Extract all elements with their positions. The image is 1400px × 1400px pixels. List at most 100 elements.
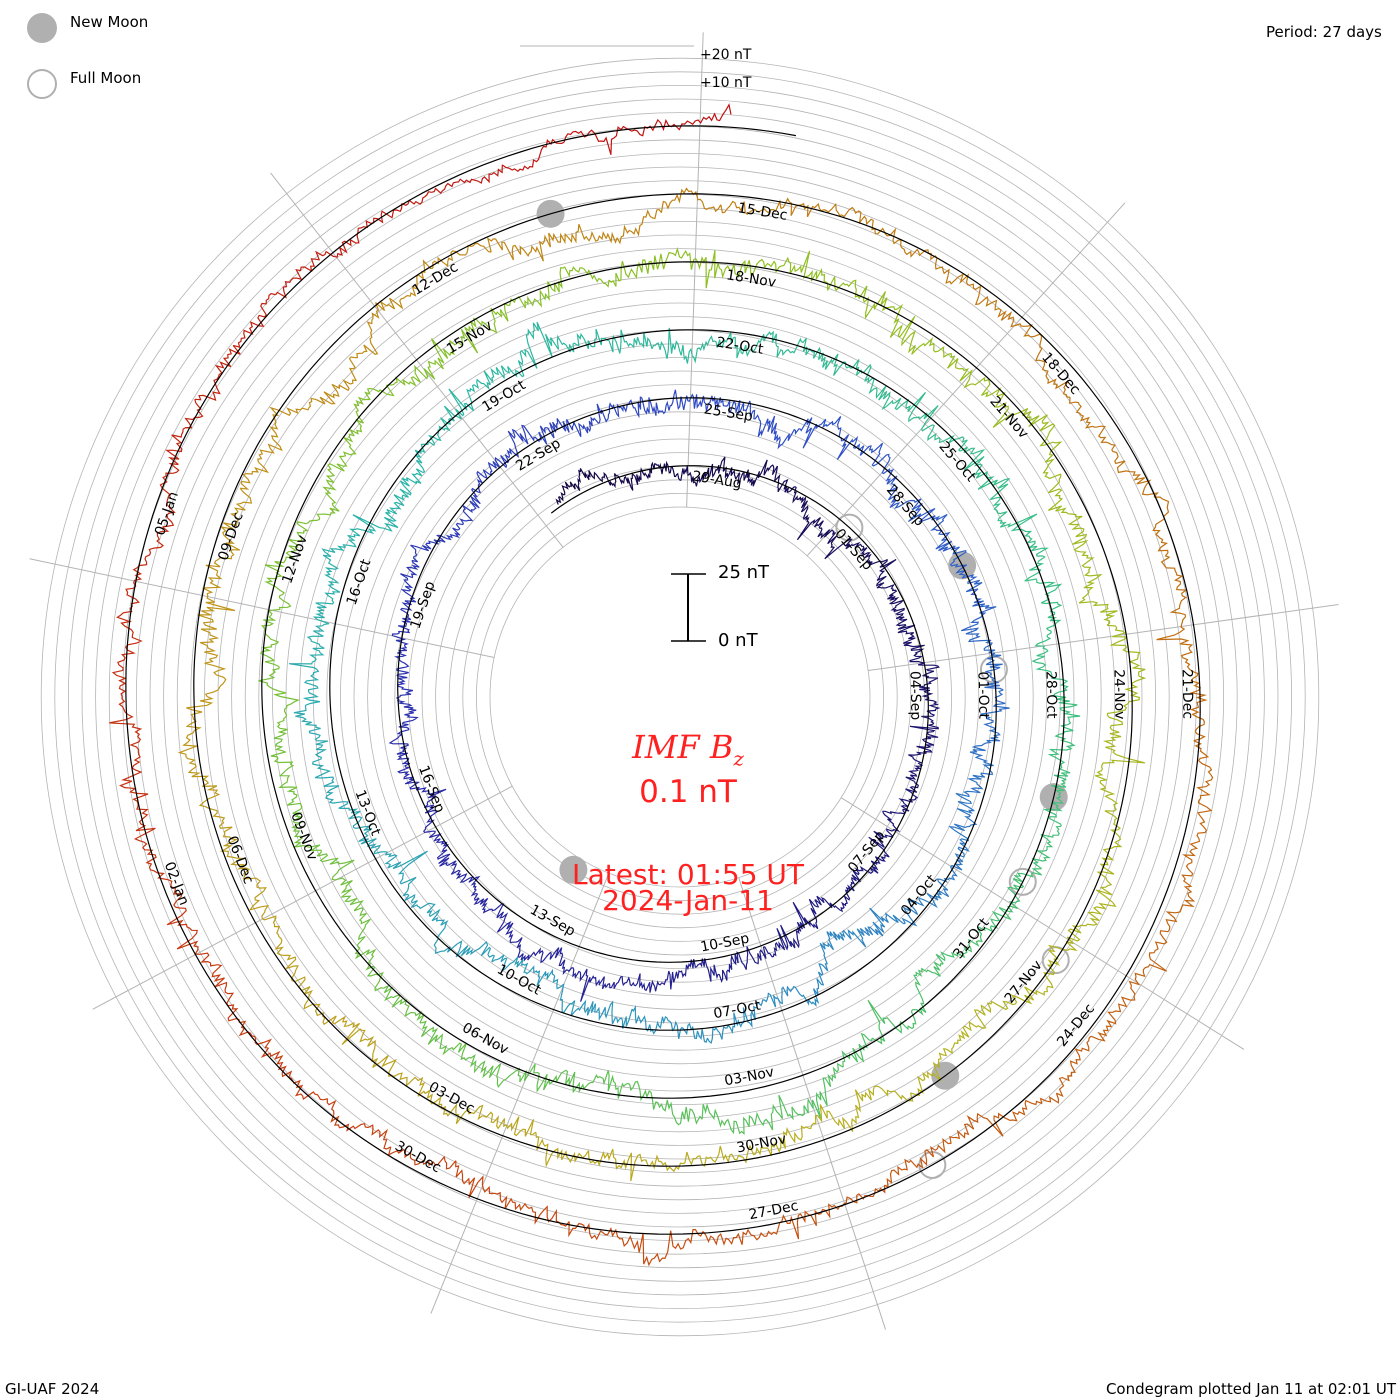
bz-trace-segment [764, 1208, 826, 1240]
date-label: 22-Oct [715, 335, 765, 358]
center-title-main: IMF B [632, 728, 734, 766]
bz-trace-segment [186, 658, 227, 718]
footer-credit: GI-UAF 2024 [5, 1380, 100, 1398]
grid-circle [475, 492, 885, 902]
date-label: 09-Nov [287, 810, 320, 863]
bz-trace-segment [419, 1020, 468, 1056]
bz-trace-segment [391, 631, 410, 668]
bz-trace-segment [1047, 474, 1083, 526]
grid-circle [40, 57, 1320, 1337]
bz-trace-segment [1099, 780, 1122, 842]
bz-trace-segment [605, 208, 662, 245]
footer-plotted: Condegram plotted Jan 11 at 02:01 UT [1105, 1380, 1396, 1398]
bz-trace-segment [991, 387, 1048, 428]
bz-trace-segment [442, 164, 503, 192]
bz-trace-segment [559, 983, 597, 1017]
bz-trace-segment [767, 464, 789, 493]
date-label: 21-Dec [1179, 669, 1196, 719]
bz-trace-segment [706, 1012, 745, 1045]
grid-circle [353, 370, 1007, 1024]
bz-trace-segment [946, 355, 992, 398]
grid-circle [489, 506, 871, 888]
bz-trace-segment [867, 558, 897, 589]
bz-trace-segment [608, 255, 660, 287]
bz-trace-segment [427, 328, 479, 370]
bz-trace-segment [1111, 449, 1159, 498]
bz-trace-segment [1106, 675, 1147, 731]
scale-bar [671, 573, 706, 642]
center-title: IMF Bz [488, 728, 888, 770]
bz-trace-segment [476, 454, 511, 480]
bz-trace-segment [388, 733, 411, 769]
bz-trace-segment [291, 812, 322, 857]
legend-full-moon-label: Full Moon [70, 69, 142, 87]
bz-trace-segment [325, 433, 357, 483]
bz-trace-segment [269, 397, 317, 440]
bz-trace-segment [385, 477, 412, 515]
date-label: 21-Nov [986, 394, 1031, 442]
bz-trace-segment [538, 418, 574, 445]
bz-trace-segment [219, 826, 257, 880]
grid-spoke [92, 785, 513, 1010]
bz-trace-segment [483, 350, 525, 385]
baseline-spiral [125, 125, 1201, 1235]
bz-trace-segment [898, 239, 950, 276]
bz-trace-segment [631, 461, 658, 485]
latest-date: 2024-Jan-11 [602, 884, 774, 917]
scale-bar-top-label: 25 nT [718, 562, 770, 583]
bz-trace-segment [913, 961, 944, 1013]
bz-trace-segment [780, 197, 843, 218]
date-label: 02-Jan [161, 860, 192, 908]
bz-trace-segment [1071, 523, 1095, 577]
bz-trace-segment [520, 321, 567, 369]
bz-trace-segment [577, 468, 605, 486]
bz-trace-segment [720, 199, 782, 215]
bz-trace-segment [587, 1148, 645, 1182]
bz-trace-segment [316, 853, 355, 898]
bz-trace-segment [867, 999, 924, 1042]
date-label: 10-Oct [494, 961, 544, 998]
bz-trace-segment [306, 618, 330, 663]
date-label: 06-Nov [459, 1020, 511, 1058]
scale-bar-bottom-label: 0 nT [718, 630, 758, 651]
bz-trace-segment [997, 308, 1043, 356]
bz-trace-segment [400, 560, 420, 600]
bz-trace-segment [656, 460, 685, 482]
bz-trace-segment [1181, 806, 1213, 870]
bz-trace-segment [826, 928, 867, 951]
bz-trace-segment [607, 1070, 653, 1102]
full-moon-icon [835, 513, 864, 542]
bz-trace-segment [805, 1104, 860, 1133]
grid-spoke [686, 32, 704, 508]
bz-trace-segment [341, 895, 371, 946]
date-label: 18-Nov [725, 267, 777, 291]
bz-trace-segment [859, 907, 905, 937]
date-label: 30-Dec [392, 1138, 443, 1176]
bz-trace-segment [1043, 779, 1067, 827]
bz-trace-segment [949, 546, 980, 585]
bz-trace-segment [274, 929, 306, 983]
bz-trace-segment [594, 1000, 633, 1029]
bz-trace-segment [1152, 496, 1170, 558]
bz-trace-segment [683, 465, 711, 487]
bz-trace-segment [841, 206, 899, 245]
bz-trace-segment [1031, 825, 1062, 870]
bz-trace-segment [486, 234, 551, 262]
new-moon-icon [559, 855, 588, 884]
bz-trace-segment [274, 521, 309, 567]
bz-trace-segment [980, 689, 1010, 727]
bz-trace-segment [354, 944, 384, 992]
bz-trace-segment [819, 416, 853, 460]
bz-trace-segment [742, 992, 778, 1028]
bz-trace-segment [159, 462, 180, 528]
bz-trace-segment [445, 860, 481, 886]
bz-trace-segment [325, 785, 363, 823]
date-label: 25-Sep [703, 401, 754, 425]
bz-trace-segment [815, 267, 868, 303]
bz-trace-segment [548, 223, 607, 248]
center-value: 0.1 nT [639, 774, 737, 810]
bz-trace-segment [429, 908, 458, 954]
grid-circle [285, 302, 1075, 1092]
bz-trace-segment [935, 937, 983, 965]
bz-trace-segment [281, 1070, 337, 1115]
